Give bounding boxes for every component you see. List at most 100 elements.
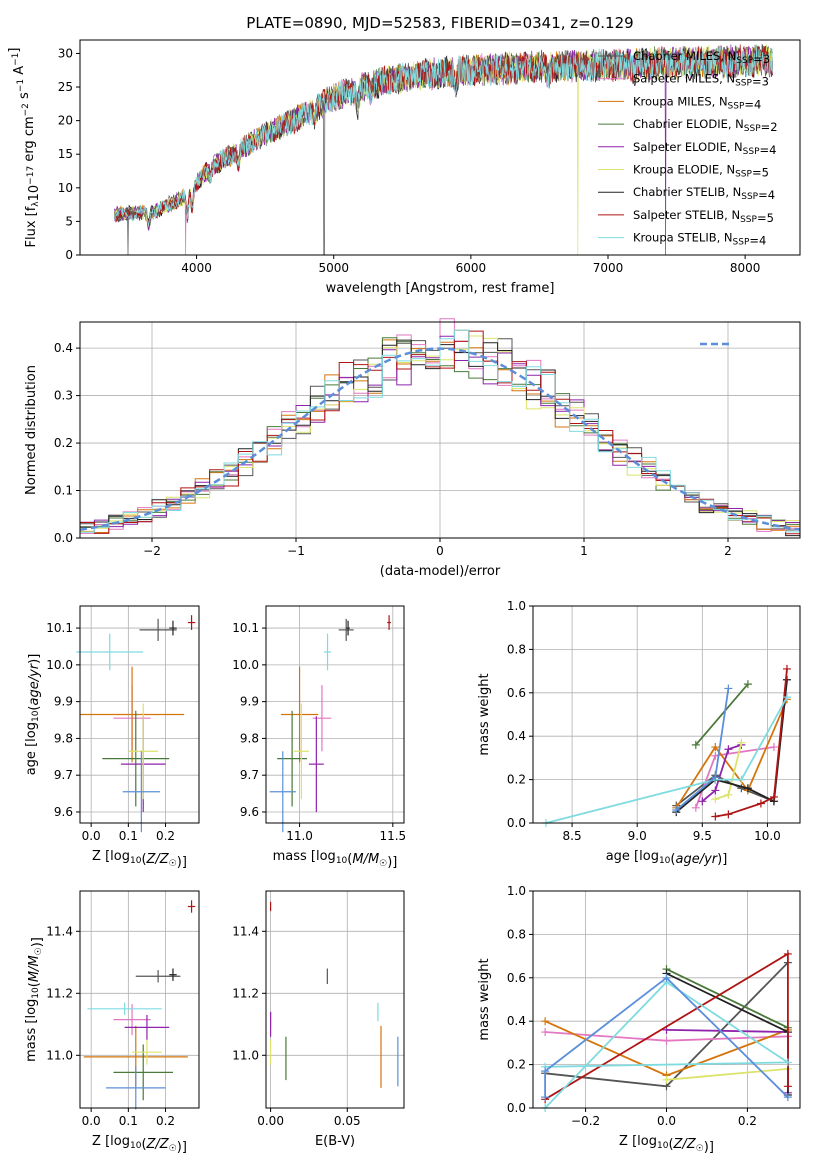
y-tick-label: 0.0: [507, 816, 526, 830]
y-axis-label: Flux [fλ10−17 erg cm−2 s−1 A−1]: [7, 48, 42, 248]
x-tick-label: 0.2: [738, 1114, 757, 1128]
legend-entry: Chabrier MILES, NSSP=3: [633, 49, 770, 66]
x-tick-label: 0.0: [82, 1114, 101, 1128]
weight-point: [737, 775, 746, 784]
charts-layer: 4000 5000 6000 7000 8000051015202530waveleng…: [7, 39, 801, 1155]
y-tick-label: 0.4: [54, 341, 73, 355]
y-tick-label: 30: [58, 46, 73, 60]
y-tick-label: 0.6: [507, 686, 526, 700]
y-tick-label: 9.6: [240, 805, 259, 819]
y-tick-label: 0.8: [507, 927, 526, 941]
spectrum-line-8: [113, 44, 773, 226]
x-tick-label: 0.2: [156, 1114, 175, 1128]
y-tick-label: 0.0: [507, 1101, 526, 1115]
axes-frame: [79, 890, 200, 1109]
x-tick-label: −2: [143, 544, 161, 558]
y-tick-label: 25: [58, 80, 73, 94]
x-axis-label: Z [log10(Z/Z☉)]: [92, 1134, 187, 1155]
y-tick-label: 9.9: [240, 695, 259, 709]
weight-point: [743, 784, 752, 793]
y-tick-label: 1.0: [507, 599, 526, 613]
y-tick-label: 0.1: [54, 484, 73, 498]
weight-point: [756, 799, 765, 808]
y-tick-label: 20: [58, 114, 73, 128]
y-tick-label: 10.0: [232, 658, 259, 672]
legend-entry: Kroupa MILES, NSSP=4: [633, 94, 761, 111]
y-tick-label: 11.2: [46, 986, 73, 1000]
legend-entry: Chabrier ELODIE, NSSP=2: [633, 117, 778, 134]
y-tick-label: 0.6: [507, 971, 526, 985]
y-axis-label: Normed distribution: [24, 365, 39, 495]
plot-area: [113, 43, 773, 256]
x-tick-label: 0.00: [257, 1114, 284, 1128]
x-tick-label: 11.5: [379, 829, 406, 843]
axes-frame: [532, 605, 801, 824]
weight-point: [662, 1075, 671, 1084]
y-tick-label: 9.6: [54, 805, 73, 819]
x-axis-label: Z [log10(Z/Z☉)]: [92, 849, 187, 870]
weight-series-4: [701, 744, 742, 802]
chart-mass_vs_z: 0.0 0.1 0.2 11.0 11.2 11.4 Z [log10(Z/Z☉)] mass…: [24, 890, 200, 1155]
legend-entry: Salpeter STELIB, NSSP=5: [633, 208, 774, 225]
weight-point: [782, 693, 791, 702]
weight-point: [783, 1058, 792, 1067]
weight-point: [782, 664, 791, 673]
weight-point: [711, 812, 720, 821]
axes-frame: [265, 890, 405, 1109]
chart-age_vs_z: 0.0 0.1 0.2 9.6 9.7 9.8 9.9 10.0 10.1 Z [log10(Z/…: [24, 605, 200, 870]
weight-series-0: [675, 774, 775, 807]
weight-point: [691, 803, 700, 812]
x-tick-label: 0.0: [657, 1114, 676, 1128]
weight-series-3: [666, 968, 789, 1029]
x-axis-label: Z [log10(Z/Z☉)]: [619, 1134, 714, 1155]
weight-point: [711, 795, 720, 804]
weight-series-2: [675, 698, 788, 809]
weight-series-9: [544, 976, 789, 1098]
weight-point: [541, 1017, 550, 1026]
weight-series-8: [544, 980, 791, 1109]
plot-area: [83, 900, 196, 1110]
weight-point: [711, 773, 720, 782]
weight-point: [698, 797, 707, 806]
chart-residuals: −2 −1 0 1 2 0.0 0.1 0.2 0.3 0.4 (data-model)/error…: [24, 318, 801, 579]
x-axis-label: wavelength [Angstrom, rest frame]: [326, 281, 555, 296]
chart-age_vs_mass: 11.0 11.5 9.6 9.7 9.8 9.9 10.0 10.1 mass [log10(…: [232, 605, 406, 870]
legend-entry: Salpeter MILES, NSSP=3: [633, 72, 769, 89]
weight-point: [672, 805, 681, 814]
weight-point: [743, 680, 752, 689]
x-tick-label: −1: [287, 544, 305, 558]
y-tick-label: 11.0: [232, 1048, 259, 1062]
x-axis-label: (data-model)/error: [380, 564, 501, 579]
y-tick-label: 9.7: [54, 768, 73, 782]
legend-entry: Kroupa STELIB, NSSP=4: [633, 231, 766, 248]
weight-series-6: [666, 972, 789, 1095]
y-tick-label: 1.0: [507, 884, 526, 898]
x-tick-label: 9.0: [628, 829, 647, 843]
x-tick-label: 0.05: [334, 1114, 361, 1128]
weight-series-5: [666, 1068, 788, 1081]
axes-frame: [79, 39, 801, 256]
plot-area: [76, 615, 196, 833]
weight-point: [783, 949, 792, 958]
weight-point: [662, 1036, 671, 1045]
chart-weight_vs_z: −0.2 0.0 0.2 0.0 0.2 0.4 0.6 0.8 1.0 Z [log10(Z/Z…: [477, 884, 801, 1155]
weight-point: [691, 740, 700, 749]
normal-curve: [79, 347, 801, 531]
spectrum-line-7: [113, 44, 773, 226]
y-tick-label: 0.4: [507, 1014, 526, 1028]
y-tick-label: 0.2: [507, 773, 526, 787]
y-tick-label: 0.8: [507, 642, 526, 656]
axes-frame: [265, 605, 405, 824]
plot-area: [79, 318, 801, 537]
y-tick-label: 10.0: [46, 658, 73, 672]
x-tick-label: 11.0: [286, 829, 313, 843]
x-tick-label: 7000: [593, 261, 624, 275]
x-tick-label: 8.5: [563, 829, 582, 843]
weight-point: [769, 743, 778, 752]
weight-point: [711, 786, 720, 795]
y-tick-label: 0.4: [507, 729, 526, 743]
y-axis-label: mass weight: [477, 673, 492, 755]
y-tick-label: 0.0: [54, 531, 73, 545]
y-tick-label: 0: [65, 248, 73, 262]
x-tick-label: 4000: [181, 261, 212, 275]
